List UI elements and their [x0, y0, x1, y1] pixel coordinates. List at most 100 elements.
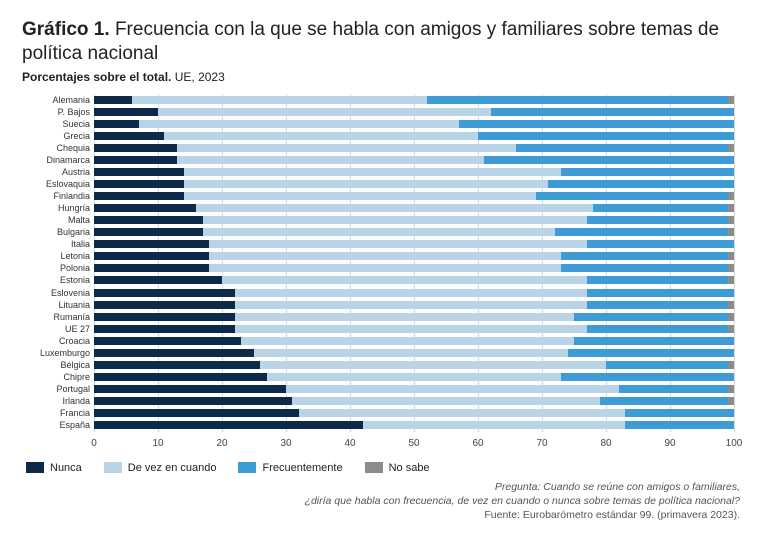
country-label: P. Bajos — [18, 107, 90, 117]
bar-segment-nunca — [94, 385, 286, 393]
bar-row: Bélgica — [94, 360, 734, 370]
country-label: Bélgica — [18, 360, 90, 370]
bar-segment-nunca — [94, 361, 260, 369]
bar-segment-aveces — [267, 373, 561, 381]
bar-segment-nosabe — [728, 361, 734, 369]
bar-segment-nunca — [94, 168, 184, 176]
x-tick-label: 20 — [216, 438, 227, 449]
footnote-question-1: Pregunta: Cuando se reúne con amigos o f… — [22, 480, 740, 494]
x-tick-label: 70 — [536, 438, 547, 449]
chart-area: 0102030405060708090100AlemaniaP. BajosSu… — [94, 94, 734, 454]
bar-segment-nosabe — [728, 204, 734, 212]
bar-segment-nunca — [94, 313, 235, 321]
bar-segment-frec — [619, 385, 728, 393]
bar-segment-aveces — [196, 204, 593, 212]
legend-label: Frecuentemente — [262, 462, 342, 474]
bar-row: Luxemburgo — [94, 348, 734, 358]
gridline — [734, 94, 735, 432]
bar-segment-aveces — [184, 168, 562, 176]
bar-segment-frec — [587, 301, 728, 309]
x-tick-label: 90 — [664, 438, 675, 449]
chart-subtitle: Porcentajes sobre el total. UE, 2023 — [22, 70, 746, 84]
bar-row: Lituania — [94, 300, 734, 310]
country-label: UE 27 — [18, 324, 90, 334]
bar-segment-aveces — [203, 216, 587, 224]
bar-segment-aveces — [222, 276, 587, 284]
bar-segment-nosabe — [728, 252, 734, 260]
chart-title: Gráfico 1. Frecuencia con la que se habl… — [22, 18, 746, 66]
legend-swatch — [365, 462, 383, 473]
bar-segment-aveces — [184, 192, 536, 200]
bar-segment-nunca — [94, 421, 363, 429]
country-label: Malta — [18, 215, 90, 225]
bar-row: Croacia — [94, 336, 734, 346]
bar-row: Alemania — [94, 95, 734, 105]
x-tick-label: 30 — [280, 438, 291, 449]
country-label: Finlandia — [18, 191, 90, 201]
subtitle-rest: UE, 2023 — [175, 70, 225, 84]
bar-row: Italia — [94, 239, 734, 249]
bar-segment-aveces — [235, 325, 587, 333]
bar-segment-aveces — [254, 349, 568, 357]
bar-row: Irlanda — [94, 396, 734, 406]
bar-segment-nosabe — [728, 276, 734, 284]
bar-row: Hungría — [94, 203, 734, 213]
bar-segment-nunca — [94, 108, 158, 116]
bar-row: Francia — [94, 408, 734, 418]
bar-segment-aveces — [177, 156, 484, 164]
country-label: Estonia — [18, 275, 90, 285]
country-label: Grecia — [18, 131, 90, 141]
title-text: Frecuencia con la que se habla con amigo… — [22, 19, 719, 64]
bar-segment-frec — [587, 325, 728, 333]
bar-segment-nunca — [94, 264, 209, 272]
legend-label: No sabe — [389, 462, 430, 474]
bar-segment-frec — [561, 168, 734, 176]
bar-segment-nunca — [94, 156, 177, 164]
bar-row: Austria — [94, 167, 734, 177]
legend-label: Nunca — [50, 462, 82, 474]
bar-segment-nunca — [94, 397, 292, 405]
bar-segment-nunca — [94, 96, 132, 104]
bar-row: Eslovaquia — [94, 179, 734, 189]
country-label: España — [18, 420, 90, 430]
bar-segment-aveces — [299, 409, 625, 417]
bar-row: Polonia — [94, 263, 734, 273]
bar-segment-aveces — [235, 301, 587, 309]
country-label: Hungría — [18, 203, 90, 213]
bar-row: Letonia — [94, 251, 734, 261]
bar-segment-nunca — [94, 325, 235, 333]
bar-segment-aveces — [164, 132, 478, 140]
bar-row: Portugal — [94, 384, 734, 394]
bar-segment-nunca — [94, 120, 139, 128]
bar-row: Grecia — [94, 131, 734, 141]
bar-segment-nunca — [94, 289, 235, 297]
bar-segment-aveces — [363, 421, 625, 429]
bar-segment-nunca — [94, 301, 235, 309]
bar-segment-nunca — [94, 132, 164, 140]
country-label: Suecia — [18, 119, 90, 129]
bar-segment-nosabe — [728, 228, 734, 236]
bar-segment-nunca — [94, 276, 222, 284]
subtitle-bold: Porcentajes sobre el total. — [22, 70, 171, 84]
bar-segment-nunca — [94, 204, 196, 212]
bar-segment-nosabe — [728, 313, 734, 321]
bar-segment-frec — [625, 409, 734, 417]
bar-segment-nunca — [94, 216, 203, 224]
bar-segment-frec — [587, 240, 734, 248]
bar-segment-frec — [606, 361, 728, 369]
x-tick-label: 60 — [472, 438, 483, 449]
country-label: Rumanía — [18, 312, 90, 322]
bar-segment-frec — [574, 337, 734, 345]
legend-item-nosabe: No sabe — [365, 462, 430, 474]
bar-segment-frec — [568, 349, 734, 357]
bar-segment-nunca — [94, 180, 184, 188]
bar-segment-aveces — [292, 397, 599, 405]
country-label: Eslovaquia — [18, 179, 90, 189]
country-label: Croacia — [18, 336, 90, 346]
x-tick-label: 50 — [408, 438, 419, 449]
country-label: Polonia — [18, 263, 90, 273]
legend-item-nunca: Nunca — [26, 462, 82, 474]
legend: NuncaDe vez en cuandoFrecuentementeNo sa… — [22, 462, 746, 474]
country-label: Eslovenia — [18, 288, 90, 298]
bar-row: P. Bajos — [94, 107, 734, 117]
